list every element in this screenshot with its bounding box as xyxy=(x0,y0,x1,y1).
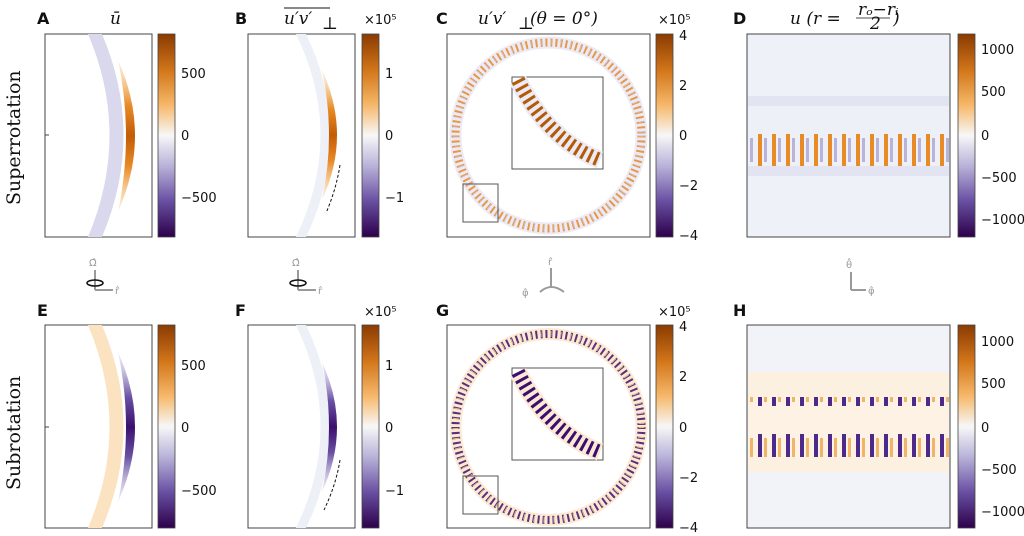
tick-d-neg1000: −1000 xyxy=(981,213,1024,228)
multiplier-c: ×10⁵ xyxy=(658,13,691,28)
panel-f: F ×10⁵ 1 0 −1 xyxy=(235,301,404,529)
tick-g-neg4: −4 xyxy=(679,521,698,536)
panel-title-d: u (r = xyxy=(790,9,841,29)
r-label-3: r̂ xyxy=(548,256,553,268)
tick-d-neg500: −500 xyxy=(981,171,1017,186)
phi-label-1: φ̂ xyxy=(522,287,529,299)
multiplier-b: ×10⁵ xyxy=(364,13,397,28)
r-label-2: r̂ xyxy=(318,285,323,297)
panel-label-b: B xyxy=(235,9,247,28)
panel-e: E 500 0 −500 xyxy=(37,301,217,529)
axis-glyph-c xyxy=(539,268,565,293)
colorbar-a xyxy=(157,33,176,238)
tick-e-neg500: −500 xyxy=(181,484,217,499)
tick-c-2: 2 xyxy=(679,79,687,94)
panel-label-g: G xyxy=(436,301,449,320)
tick-c-4: 4 xyxy=(679,29,687,44)
multiplier-g: ×10⁵ xyxy=(658,305,691,320)
panel-title-d-den: 2 xyxy=(869,14,881,34)
axis-glyph-ab-2 xyxy=(289,270,316,291)
tick-c-neg4: −4 xyxy=(679,229,698,244)
phi-label-2: φ̂ xyxy=(868,285,875,297)
panel-title-d-close: ) xyxy=(892,9,900,29)
panel-title-b-sub: ⊥ xyxy=(322,14,338,34)
colorbar-c xyxy=(655,33,674,238)
colorbar-d xyxy=(957,33,976,238)
r-label-1: r̂ xyxy=(115,285,120,297)
colorbar-h xyxy=(957,324,976,529)
tick-g-2: 2 xyxy=(679,370,687,385)
tick-f-0: 0 xyxy=(385,421,393,436)
tick-a-500: 500 xyxy=(181,67,206,82)
tick-h-500: 500 xyxy=(981,377,1006,392)
tick-b-0: 0 xyxy=(385,129,393,144)
tick-g-0: 0 xyxy=(679,421,687,436)
tick-d-500: 500 xyxy=(981,85,1006,100)
panel-label-a: A xyxy=(37,9,50,28)
tick-f-1: 1 xyxy=(385,359,393,374)
tick-f-neg1: −1 xyxy=(385,484,404,499)
tick-a-0: 0 xyxy=(181,129,189,144)
panel-label-f: F xyxy=(235,301,246,320)
tick-b-neg1: −1 xyxy=(385,191,404,206)
colorbar-e xyxy=(157,324,176,529)
tick-b-1: 1 xyxy=(385,67,393,82)
panel-title-c: u′v′ xyxy=(478,9,506,29)
tick-h-0: 0 xyxy=(981,421,989,436)
panel-label-e: E xyxy=(37,301,48,320)
tick-h-neg1000: −1000 xyxy=(981,505,1024,520)
multiplier-f: ×10⁵ xyxy=(364,305,397,320)
colorbar-f xyxy=(361,324,380,529)
panel-h: H 1000 500 0 −500 −1000 xyxy=(733,301,1024,529)
panel-title-a: ū xyxy=(110,9,121,29)
tick-a-neg500: −500 xyxy=(181,191,217,206)
tick-g-4: 4 xyxy=(679,320,687,335)
omega-label-1: Ω̂ xyxy=(89,257,97,269)
panel-label-d: D xyxy=(733,9,746,28)
colorbar-g xyxy=(655,324,674,529)
panel-title-b: u′v′ xyxy=(284,9,312,29)
panel-c: C u′v′ ⊥ (θ = 0°) ×10⁵ 4 2 0 −2 −4 xyxy=(436,9,698,244)
panel-label-h: H xyxy=(733,301,746,320)
tick-e-0: 0 xyxy=(181,421,189,436)
tick-d-1000: 1000 xyxy=(981,43,1014,58)
row-label-superrotation: Superrotation xyxy=(3,70,25,205)
panel-b: B u′v′ ⊥ ×10⁵ 1 0 −1 xyxy=(235,7,404,238)
axis-glyph-ab-1 xyxy=(86,270,113,291)
panel-a: A ū 500 0 −500 xyxy=(37,9,217,238)
omega-label-2: Ω̂ xyxy=(292,257,300,269)
tick-c-neg2: −2 xyxy=(679,179,698,194)
panel-label-c: C xyxy=(436,9,448,28)
row-label-subrotation: Subrotation xyxy=(3,376,25,490)
tick-e-500: 500 xyxy=(181,359,206,374)
axis-glyph-d xyxy=(850,272,866,291)
tick-d-0: 0 xyxy=(981,129,989,144)
tick-h-1000: 1000 xyxy=(981,335,1014,350)
panel-title-c-rest: (θ = 0°) xyxy=(530,9,598,29)
tick-h-neg500: −500 xyxy=(981,463,1017,478)
tick-c-0: 0 xyxy=(679,129,687,144)
panel-g: G ×10⁵ 4 2 0 −2 −4 xyxy=(436,301,698,536)
panel-d: D u (r = rₒ−rᵢ 2 ) 1000 500 0 −500 −1000 xyxy=(733,0,1024,238)
colorbar-b xyxy=(361,33,380,238)
panel-title-c-sub: ⊥ xyxy=(518,14,534,34)
theta-label: θ̂ xyxy=(846,257,852,271)
panel-title-d-num: rₒ−rᵢ xyxy=(858,0,898,20)
tick-g-neg2: −2 xyxy=(679,471,698,486)
